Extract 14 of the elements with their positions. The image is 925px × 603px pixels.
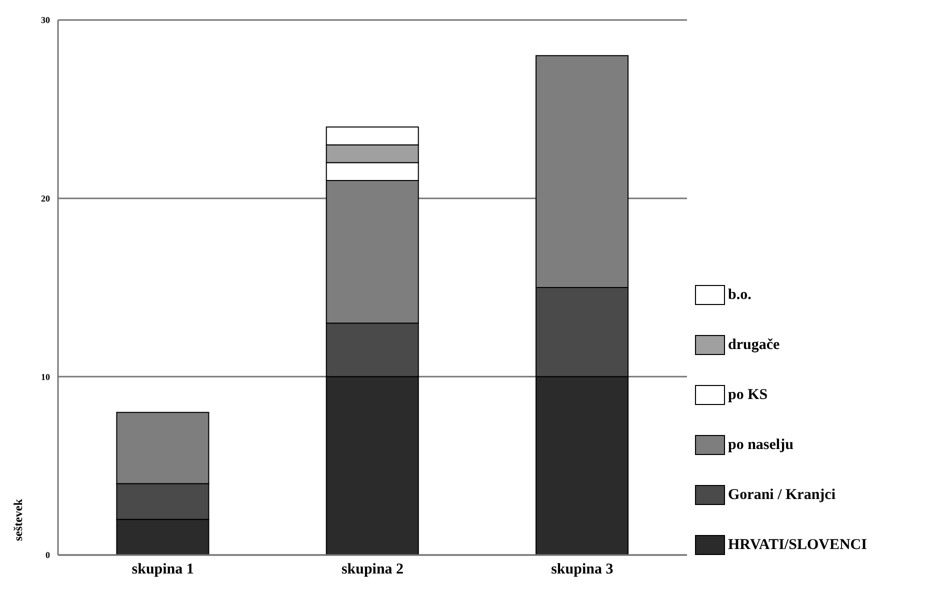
y-tick-label: 20	[41, 194, 50, 204]
y-axis-title: seštevek	[11, 498, 25, 541]
x-tick-label: skupina 3	[551, 562, 614, 578]
legend-label: b.o.	[728, 286, 752, 304]
legend-label: drugače	[728, 336, 780, 354]
x-tick-label: skupina 1	[132, 562, 194, 578]
legend-label: po naselju	[728, 436, 794, 454]
y-tick-label: 0	[46, 550, 50, 560]
x-tick-label: skupina 2	[341, 562, 404, 578]
legend-label: Gorani / Kranjci	[728, 486, 836, 504]
y-tick-label: 30	[41, 15, 50, 26]
y-tick-label: 10	[41, 372, 50, 382]
legend-label: po KS	[728, 386, 768, 404]
legend-label: HRVATI/SLOVENCI	[728, 536, 867, 554]
